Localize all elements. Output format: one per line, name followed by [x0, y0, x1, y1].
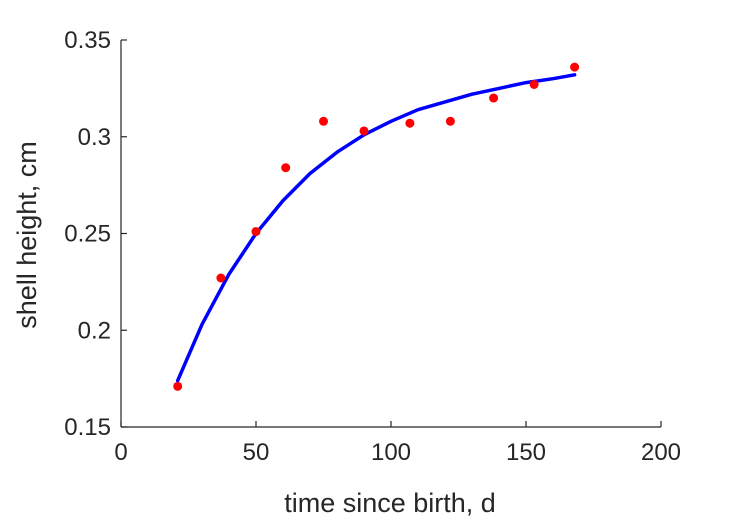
- y-tick-label: 0.35: [64, 27, 111, 54]
- y-tick-label: 0.3: [78, 124, 111, 151]
- y-tick-label: 0.25: [64, 221, 111, 248]
- fit-curve: [175, 73, 577, 383]
- data-point: [489, 93, 499, 103]
- x-tick-label: 200: [641, 439, 681, 466]
- plot-area: [173, 62, 580, 391]
- x-axis-ticks: 0 50 100 150 200: [114, 421, 681, 466]
- data-point: [251, 227, 261, 237]
- data-point: [445, 116, 455, 126]
- y-tick-label: 0.2: [78, 317, 111, 344]
- data-point: [405, 118, 415, 128]
- x-tick-label: 0: [114, 439, 127, 466]
- data-point: [570, 62, 580, 72]
- x-tick-label: 50: [243, 439, 270, 466]
- y-tick-label: 0.15: [64, 414, 111, 441]
- data-point: [529, 80, 539, 90]
- axes: [120, 40, 661, 428]
- y-axis-ticks: 0.15 0.2 0.25 0.3 0.35: [64, 27, 127, 441]
- data-point: [359, 126, 369, 136]
- data-point: [216, 273, 226, 283]
- x-tick-label: 150: [506, 439, 546, 466]
- data-point: [173, 381, 183, 391]
- x-tick-label: 100: [371, 439, 411, 466]
- data-point: [319, 116, 328, 126]
- x-axis-label: time since birth, d: [284, 488, 496, 518]
- data-point: [281, 163, 291, 173]
- y-axis-label: shell height, cm: [12, 141, 42, 329]
